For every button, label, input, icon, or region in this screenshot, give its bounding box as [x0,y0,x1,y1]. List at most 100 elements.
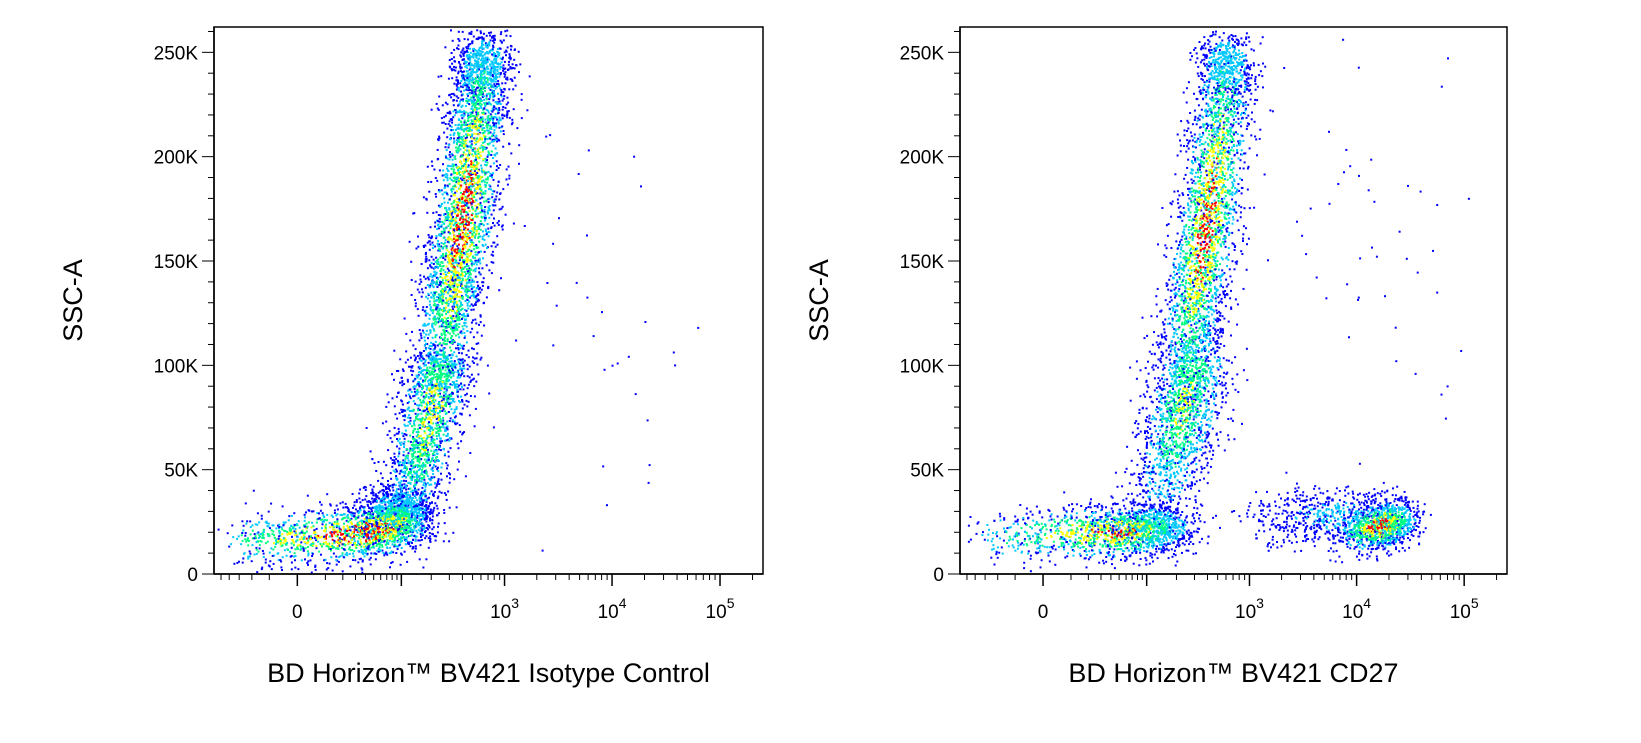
event-dot [374,499,377,502]
event-dot [451,365,454,368]
event-dot [308,535,311,538]
event-dot [456,388,459,391]
event-dot [413,447,416,450]
event-dot [483,219,486,222]
event-dot [418,521,420,524]
event-dot [347,542,350,545]
event-dot [418,480,421,483]
event-dot [371,515,374,518]
event-dot [416,361,419,364]
event-dot [417,366,420,369]
event-dot [327,567,330,570]
event-dot [506,46,509,49]
event-dot [446,375,449,378]
event-dot [271,533,274,536]
event-dot [403,383,406,385]
event-dot [433,415,436,418]
event-dot [481,111,484,114]
event-dot [401,504,404,507]
event-dot [264,542,267,545]
event-dot [412,441,415,444]
event-dot [424,359,427,362]
event-dot [411,512,414,515]
event-dot [369,450,372,453]
event-dot [439,411,441,414]
event-dot [456,422,459,425]
event-dot [472,292,475,295]
event-dot [432,295,435,298]
event-dot [393,514,396,517]
event-dot [424,369,427,372]
event-dot [365,531,367,534]
event-dot [383,490,386,493]
event-dot [407,462,410,465]
event-dot [433,438,436,441]
event-dot [364,489,367,491]
event-dot [467,217,470,220]
event-dot [393,530,396,533]
event-dot [485,97,488,100]
event-dot [406,454,409,457]
event-dot [424,418,427,421]
event-dot [440,472,442,475]
event-dot [248,540,251,542]
event-dot [376,550,379,553]
event-dot [469,71,472,74]
event-dot [316,512,319,515]
event-dot [319,542,322,545]
event-dot [366,528,369,531]
event-dot [296,548,299,550]
event-dot [415,529,418,532]
event-dot [391,532,393,535]
event-dot [422,362,425,365]
event-dot [361,551,364,554]
event-dot [432,371,435,374]
event-dot [424,432,427,435]
event-dot [363,506,366,509]
event-dot [375,510,378,513]
event-dot [455,261,458,264]
event-dot [375,523,378,526]
event-dot [300,531,303,534]
event-dot [373,530,376,533]
event-dot [413,440,416,442]
event-dot [395,528,398,531]
event-dot [413,500,416,503]
event-dot [315,547,318,550]
event-dot [268,551,271,554]
event-dot [448,506,451,509]
event-dot [329,548,332,550]
event-dot [448,363,451,366]
event-dot [435,456,438,459]
event-dot [365,518,368,521]
event-dot [490,272,493,275]
event-dot [394,511,397,514]
event-dot [420,355,423,358]
event-dot [382,495,385,498]
event-dot [445,462,448,465]
event-dot [272,524,275,527]
event-dot [369,515,372,518]
event-dot [348,527,351,530]
event-dot [431,501,433,504]
event-dot [403,509,405,512]
event-dot [397,440,400,442]
event-dot [329,504,332,507]
event-dot [338,540,341,543]
event-dot [441,381,444,384]
event-dot [462,151,465,154]
event-dot [446,420,449,423]
event-dot [397,522,400,525]
event-dot [338,525,341,528]
event-dot [412,475,415,478]
event-dot [386,507,389,510]
event-dot [460,395,462,398]
event-dot [425,472,428,475]
event-dot [446,380,449,383]
event-dot [251,544,254,547]
event-dot [369,530,372,533]
event-dot [323,516,326,518]
event-dot [440,268,443,270]
event-dot [419,499,422,502]
event-dot [433,506,436,509]
